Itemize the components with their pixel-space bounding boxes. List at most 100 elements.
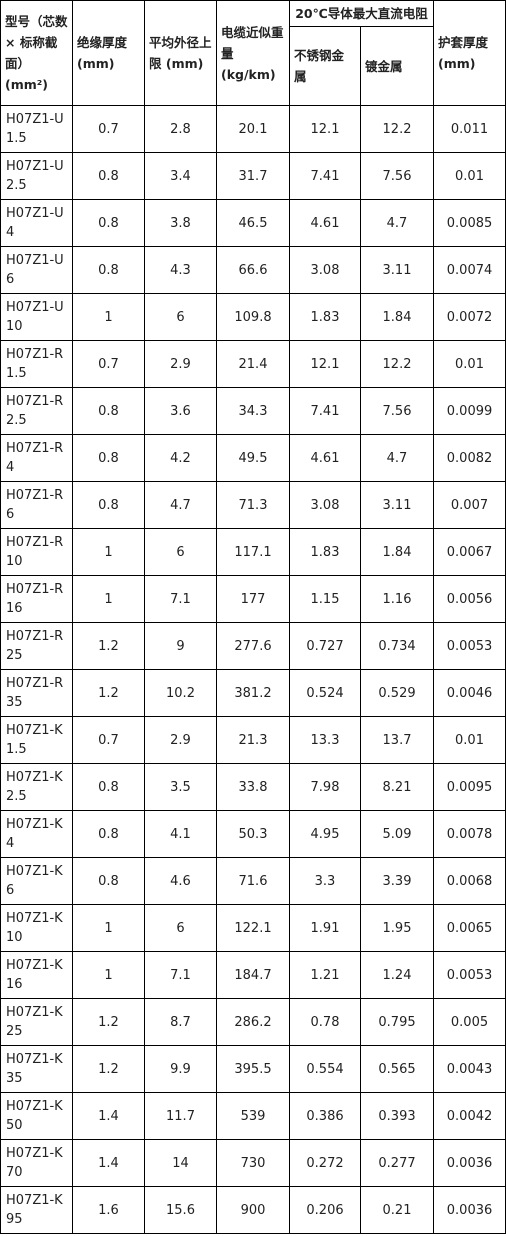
cell-resistance-stainless: 3.08: [289, 246, 361, 294]
cell-insulation-thickness: 0.7: [72, 105, 145, 153]
table-row: H07Z1-K 10 1 6 122.1 1.91 1.95 0.0065: [0, 904, 506, 952]
cell-resistance-plated: 5.09: [359, 810, 435, 858]
cell-insulation-thickness: 0.7: [72, 716, 145, 764]
cell-resistance-stainless: 1.91: [289, 904, 361, 952]
cell-resistance-plated: 8.21: [359, 763, 435, 811]
cell-outer-diameter: 3.6: [144, 387, 217, 435]
cell-weight: 21.4: [216, 340, 290, 388]
cell-model: H07Z1-U 6: [0, 246, 73, 294]
table-row: H07Z1-K 50 1.4 11.7 539 0.386 0.393 0.0042: [0, 1092, 506, 1140]
cell-resistance-stainless: 4.95: [289, 810, 361, 858]
cell-resistance-plated: 0.734: [359, 622, 435, 670]
cell-sheath-thickness: 0.01: [433, 716, 506, 764]
cell-resistance-stainless: 0.78: [289, 998, 361, 1046]
cell-insulation-thickness: 1.4: [72, 1092, 145, 1140]
table-row: H07Z1-K 4 0.8 4.1 50.3 4.95 5.09 0.0078: [0, 810, 506, 858]
cell-insulation-thickness: 1.2: [72, 998, 145, 1046]
cell-model: H07Z1-K 95: [0, 1186, 73, 1234]
cell-insulation-thickness: 0.8: [72, 246, 145, 294]
cell-insulation-thickness: 1.6: [72, 1186, 145, 1234]
cell-resistance-stainless: 13.3: [289, 716, 361, 764]
header-sheath-thickness: 护套厚度 (mm): [433, 0, 506, 106]
cell-insulation-thickness: 1: [72, 904, 145, 952]
table-body: H07Z1-U 1.5 0.7 2.8 20.1 12.1 12.2 0.011 H07Z1-…: [0, 105, 506, 1234]
cell-model: H07Z1-K 50: [0, 1092, 73, 1140]
cell-sheath-thickness: 0.0036: [433, 1139, 506, 1187]
cell-weight: 46.5: [216, 199, 290, 247]
cell-weight: 900: [216, 1186, 290, 1234]
cell-outer-diameter: 2.8: [144, 105, 217, 153]
cell-weight: 71.6: [216, 857, 290, 905]
cell-model: H07Z1-R 25: [0, 622, 73, 670]
cell-resistance-stainless: 1.21: [289, 951, 361, 999]
cell-model: H07Z1-K 16: [0, 951, 73, 999]
header-model: 型号（芯数 × 标称截面）(mm²): [0, 0, 73, 106]
cell-weight: 49.5: [216, 434, 290, 482]
cell-weight: 117.1: [216, 528, 290, 576]
cell-weight: 277.6: [216, 622, 290, 670]
cell-model: H07Z1-U 2.5: [0, 152, 73, 200]
cell-insulation-thickness: 0.8: [72, 857, 145, 905]
cell-outer-diameter: 6: [144, 528, 217, 576]
cell-model: H07Z1-U 1.5: [0, 105, 73, 153]
cell-model: H07Z1-R 16: [0, 575, 73, 623]
cell-resistance-plated: 1.16: [359, 575, 435, 623]
cell-sheath-thickness: 0.0056: [433, 575, 506, 623]
cell-model: H07Z1-R 6: [0, 481, 73, 529]
cell-outer-diameter: 6: [144, 904, 217, 952]
cell-model: H07Z1-R 1.5: [0, 340, 73, 388]
cell-weight: 20.1: [216, 105, 290, 153]
cell-outer-diameter: 2.9: [144, 716, 217, 764]
cell-weight: 71.3: [216, 481, 290, 529]
cell-insulation-thickness: 1: [72, 951, 145, 999]
cell-model: H07Z1-K 6: [0, 857, 73, 905]
cell-sheath-thickness: 0.0078: [433, 810, 506, 858]
cell-insulation-thickness: 1.4: [72, 1139, 145, 1187]
cell-resistance-plated: 13.7: [359, 716, 435, 764]
cell-model: H07Z1-R 10: [0, 528, 73, 576]
cell-resistance-stainless: 0.272: [289, 1139, 361, 1187]
cell-weight: 286.2: [216, 998, 290, 1046]
cell-resistance-stainless: 4.61: [289, 199, 361, 247]
cell-outer-diameter: 15.6: [144, 1186, 217, 1234]
cell-resistance-stainless: 7.98: [289, 763, 361, 811]
cell-resistance-plated: 4.7: [359, 434, 435, 482]
cell-sheath-thickness: 0.0072: [433, 293, 506, 341]
cell-resistance-plated: 0.529: [359, 669, 435, 717]
cell-outer-diameter: 6: [144, 293, 217, 341]
cell-sheath-thickness: 0.0043: [433, 1045, 506, 1093]
table-row: H07Z1-R 2.5 0.8 3.6 34.3 7.41 7.56 0.0099: [0, 387, 506, 435]
cell-outer-diameter: 7.1: [144, 951, 217, 999]
cell-insulation-thickness: 0.7: [72, 340, 145, 388]
cell-sheath-thickness: 0.007: [433, 481, 506, 529]
table-row: H07Z1-U 4 0.8 3.8 46.5 4.61 4.7 0.0085: [0, 199, 506, 247]
cell-insulation-thickness: 1: [72, 528, 145, 576]
table-row: H07Z1-K 70 1.4 14 730 0.272 0.277 0.0036: [0, 1139, 506, 1187]
cell-resistance-plated: 0.393: [359, 1092, 435, 1140]
cell-model: H07Z1-R 2.5: [0, 387, 73, 435]
cell-weight: 539: [216, 1092, 290, 1140]
cell-resistance-stainless: 7.41: [289, 387, 361, 435]
cell-resistance-stainless: 0.206: [289, 1186, 361, 1234]
cell-sheath-thickness: 0.011: [433, 105, 506, 153]
cell-resistance-stainless: 0.524: [289, 669, 361, 717]
table-row: H07Z1-K 16 1 7.1 184.7 1.21 1.24 0.0053: [0, 951, 506, 999]
cell-insulation-thickness: 0.8: [72, 152, 145, 200]
cell-insulation-thickness: 1: [72, 293, 145, 341]
cell-resistance-stainless: 1.83: [289, 528, 361, 576]
cell-outer-diameter: 3.4: [144, 152, 217, 200]
header-outer-diameter: 平均外径上限 (mm): [144, 0, 217, 106]
cell-sheath-thickness: 0.0074: [433, 246, 506, 294]
cell-outer-diameter: 14: [144, 1139, 217, 1187]
header-stainless-metal: 不锈钢金属: [289, 26, 361, 106]
cell-resistance-stainless: 0.727: [289, 622, 361, 670]
cell-outer-diameter: 9: [144, 622, 217, 670]
table-row: H07Z1-U 2.5 0.8 3.4 31.7 7.41 7.56 0.01: [0, 152, 506, 200]
table-row: H07Z1-R 16 1 7.1 177 1.15 1.16 0.0056: [0, 575, 506, 623]
cell-sheath-thickness: 0.0042: [433, 1092, 506, 1140]
cell-insulation-thickness: 1.2: [72, 1045, 145, 1093]
cell-resistance-plated: 3.11: [359, 246, 435, 294]
cell-outer-diameter: 10.2: [144, 669, 217, 717]
table-row: H07Z1-R 10 1 6 117.1 1.83 1.84 0.0067: [0, 528, 506, 576]
